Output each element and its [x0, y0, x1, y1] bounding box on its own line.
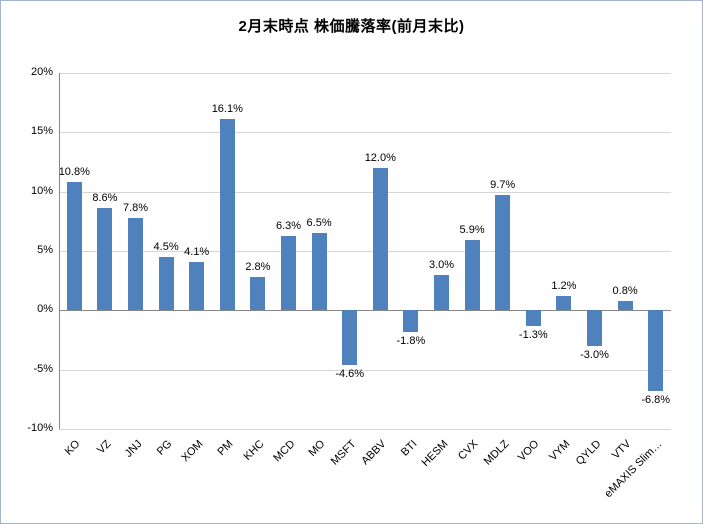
y-axis-tick-label: -10% [27, 422, 53, 434]
value-label: 5.9% [459, 224, 485, 237]
bar-KHC [250, 277, 266, 311]
value-label: 10.8% [58, 166, 90, 179]
y-axis-tick-label: 5% [37, 244, 53, 256]
bar-QYLD [587, 310, 602, 346]
value-label: -3.0% [580, 348, 609, 361]
value-label: 4.5% [153, 240, 179, 253]
value-label: 3.0% [428, 258, 455, 271]
y-axis-tick-label: 0% [37, 303, 53, 316]
value-label: 8.6% [92, 192, 118, 205]
value-label: 6.5% [306, 217, 332, 230]
value-label: 0.8% [612, 284, 638, 297]
gridline [59, 191, 671, 193]
value-label: 4.1% [184, 245, 210, 258]
value-label: -6.8% [641, 394, 671, 407]
gridline [59, 73, 671, 74]
gridline [59, 369, 671, 371]
bar-VTV [617, 300, 633, 311]
bar-eMAXIS Slim… [648, 310, 664, 392]
y-axis-tick-label: 10% [30, 184, 53, 197]
gridline [59, 132, 671, 134]
zero-axis-line [59, 310, 671, 312]
value-label: 7.8% [122, 201, 149, 214]
value-label: 2.8% [245, 261, 271, 274]
bar-VZ [97, 208, 113, 311]
bar-XOM [189, 261, 205, 311]
value-label: 6.3% [275, 219, 302, 232]
chart-title: 2月末時点 株価騰落率(前月末比) [238, 18, 465, 35]
bar-MSFT [342, 310, 358, 365]
value-label: -1.3% [518, 328, 548, 341]
value-label: 16.1% [211, 103, 243, 116]
gridline [59, 251, 671, 252]
y-axis-tick-label: 15% [30, 125, 53, 138]
bar-MCD [281, 235, 296, 311]
bar-PG [158, 256, 174, 311]
y-axis-tick-label: 20% [30, 66, 53, 78]
bar-VYM [556, 296, 572, 311]
bar-JNJ [128, 217, 143, 311]
bar-PM [219, 119, 235, 311]
bar-VOO [525, 310, 541, 326]
bar-BTI [403, 310, 419, 332]
value-label: -4.6% [335, 367, 365, 380]
y-axis-line [59, 73, 60, 429]
value-label: 12.0% [364, 151, 396, 164]
bar-CVX [464, 240, 480, 311]
bar-MO [311, 233, 327, 311]
y-axis-tick-label: -5% [33, 362, 53, 375]
value-label: 1.2% [551, 280, 577, 293]
value-label: 9.7% [490, 179, 516, 192]
bar-MDLZ [495, 195, 511, 311]
value-label: -1.8% [396, 334, 426, 347]
bar-ABBV [372, 167, 388, 311]
gridline [59, 429, 671, 430]
bar-KO [66, 182, 82, 311]
bar-HESM [434, 274, 449, 311]
